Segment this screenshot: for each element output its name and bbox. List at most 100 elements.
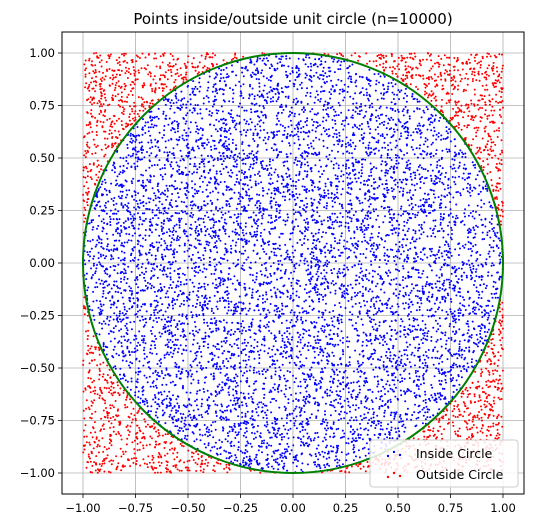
point-inside (319, 195, 322, 198)
point-outside (441, 437, 444, 440)
point-inside (498, 237, 500, 240)
point-inside (465, 368, 468, 371)
point-inside (261, 406, 264, 409)
point-outside (175, 464, 178, 467)
point-inside (171, 214, 174, 217)
point-inside (361, 122, 363, 125)
point-inside (145, 169, 147, 172)
point-inside (197, 408, 200, 411)
point-outside (404, 78, 407, 80)
point-inside (380, 156, 382, 159)
point-inside (400, 253, 403, 256)
point-outside (454, 415, 457, 418)
point-inside (176, 298, 179, 301)
point-outside (486, 55, 488, 58)
point-inside (474, 280, 476, 282)
point-inside (139, 397, 142, 400)
point-inside (140, 253, 143, 256)
point-inside (230, 175, 233, 178)
point-outside (500, 398, 503, 400)
point-inside (463, 163, 466, 166)
point-inside (357, 371, 360, 373)
point-inside (208, 434, 211, 437)
point-inside (465, 322, 468, 325)
point-inside (356, 112, 359, 115)
point-inside (205, 427, 208, 430)
point-inside (334, 119, 337, 122)
point-inside (340, 330, 343, 333)
point-inside (268, 311, 271, 314)
point-outside (86, 204, 89, 207)
point-inside (178, 406, 180, 409)
point-outside (409, 66, 412, 69)
point-outside (111, 74, 114, 77)
point-inside (115, 212, 118, 215)
point-inside (395, 243, 397, 246)
point-inside (213, 147, 216, 150)
point-inside (285, 417, 288, 420)
point-outside (442, 64, 445, 67)
point-inside (362, 220, 364, 223)
point-inside (306, 91, 309, 94)
point-outside (100, 59, 103, 62)
point-inside (175, 398, 178, 401)
point-inside (421, 342, 424, 345)
point-outside (491, 105, 494, 108)
point-inside (185, 131, 188, 134)
point-inside (183, 229, 186, 232)
point-outside (93, 72, 96, 74)
point-inside (107, 249, 110, 252)
point-inside (409, 189, 412, 192)
point-outside (476, 431, 479, 434)
point-inside (92, 274, 94, 276)
point-inside (263, 84, 266, 87)
point-inside (124, 312, 127, 315)
point-inside (338, 104, 341, 107)
point-outside (110, 459, 113, 462)
point-inside (269, 303, 272, 305)
point-inside (228, 425, 231, 428)
point-outside (138, 115, 141, 118)
point-inside (390, 320, 393, 323)
point-inside (373, 305, 376, 307)
point-inside (339, 395, 342, 398)
point-outside (206, 66, 209, 69)
point-outside (501, 64, 504, 67)
point-inside (167, 139, 170, 142)
point-outside (93, 101, 96, 104)
point-outside (482, 160, 485, 163)
point-inside (298, 170, 301, 173)
point-inside (261, 440, 264, 442)
point-outside (144, 56, 147, 59)
point-inside (85, 278, 88, 281)
point-inside (270, 280, 273, 283)
point-outside (83, 435, 86, 438)
point-inside (401, 420, 404, 423)
point-inside (339, 390, 342, 393)
point-inside (405, 100, 408, 103)
point-inside (229, 154, 232, 157)
point-inside (332, 432, 335, 435)
point-inside (315, 136, 317, 139)
point-inside (183, 437, 186, 440)
point-inside (263, 439, 266, 442)
point-inside (395, 263, 398, 266)
point-inside (212, 400, 215, 403)
point-inside (190, 375, 193, 378)
point-inside (246, 440, 249, 443)
point-outside (501, 204, 504, 207)
point-inside (227, 292, 230, 295)
point-inside (273, 337, 276, 340)
point-inside (413, 354, 416, 357)
point-inside (423, 111, 426, 114)
point-inside (291, 232, 294, 234)
point-inside (227, 273, 230, 275)
point-inside (203, 318, 205, 321)
point-inside (397, 356, 400, 359)
point-outside (214, 54, 217, 57)
point-inside (214, 403, 217, 406)
point-inside (215, 220, 218, 223)
point-inside (136, 202, 139, 205)
point-inside (436, 339, 439, 341)
point-inside (310, 80, 313, 83)
